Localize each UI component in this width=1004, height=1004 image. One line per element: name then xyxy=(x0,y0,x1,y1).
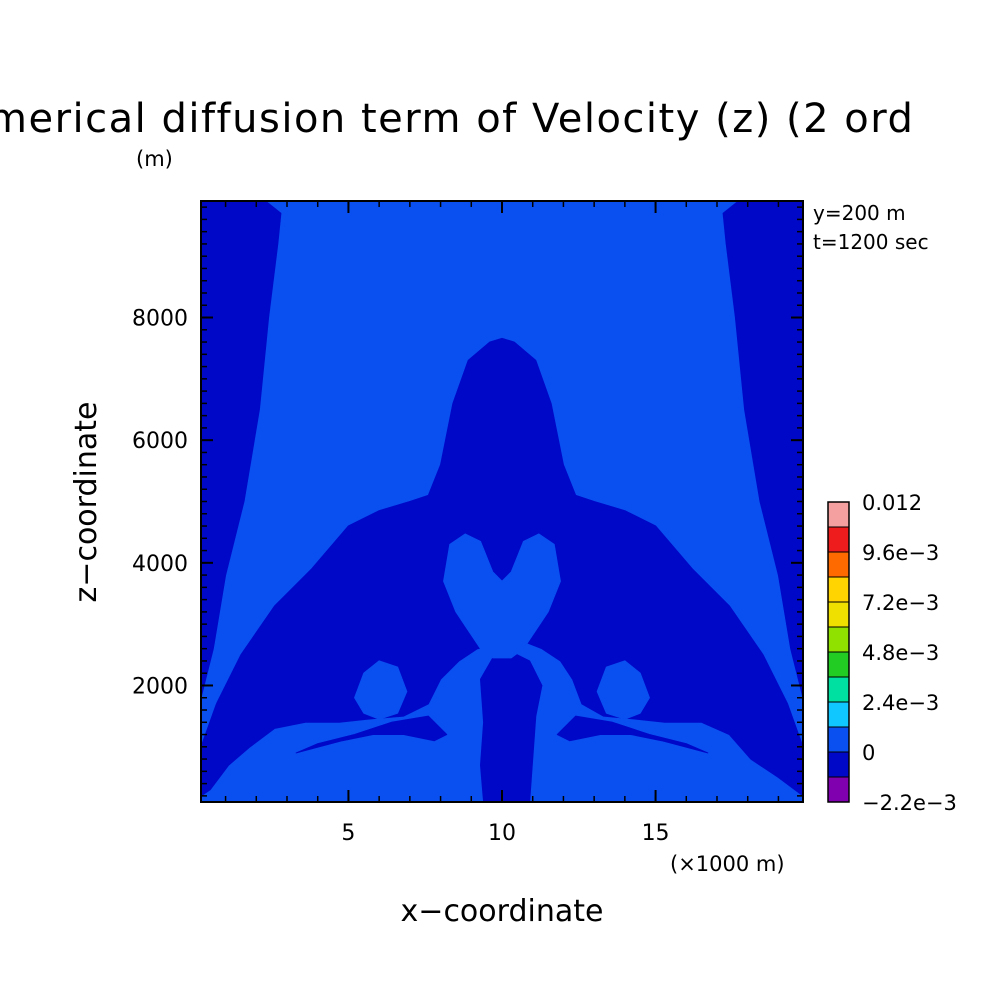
colorbar-label: 9.6e−3 xyxy=(862,541,939,565)
x-axis-unit: (×1000 m) xyxy=(670,852,785,876)
plot-area xyxy=(201,201,803,802)
colorbar-bin xyxy=(827,651,850,678)
negative-regions xyxy=(201,201,803,802)
colorbar-label: 4.8e−3 xyxy=(862,641,939,665)
negative-region-central-plume xyxy=(201,337,803,797)
negative-region-left-wing xyxy=(295,715,448,754)
colorbar: 0.012 9.6e−3 7.2e−3 4.8e−3 2.4e−3 0 −2.2e−3 xyxy=(827,491,957,815)
y-axis-label: z−coordinate xyxy=(69,402,104,603)
colorbar-label: 2.4e−3 xyxy=(862,691,939,715)
colorbar-bin xyxy=(827,726,850,753)
x-tick-label: 15 xyxy=(642,821,670,846)
y-tick-label: 4000 xyxy=(132,552,188,577)
y-tick-label: 2000 xyxy=(132,674,188,699)
zero-regions xyxy=(354,533,650,720)
zero-region-left-blob xyxy=(354,660,408,720)
zero-region-right-blob xyxy=(596,660,650,720)
colorbar-frame xyxy=(827,501,850,803)
y-tick-label: 8000 xyxy=(132,307,188,332)
colorbar-bin xyxy=(827,701,850,728)
colorbar-bin xyxy=(827,751,850,778)
negative-region-lower-trunk xyxy=(480,651,543,802)
annotation-y: y=200 m xyxy=(813,201,906,225)
minor-ticks xyxy=(201,201,803,802)
colorbar-bin xyxy=(827,676,850,703)
colorbar-bin xyxy=(827,626,850,653)
negative-region-left-column xyxy=(201,201,282,699)
colorbar-bin xyxy=(827,576,850,603)
zero-region-x-lobe xyxy=(443,533,561,659)
colorbar-label: 7.2e−3 xyxy=(862,591,939,615)
y-axis-unit: (m) xyxy=(136,147,173,171)
colorbar-bin xyxy=(827,501,850,528)
colorbar-label: 0.012 xyxy=(862,491,922,515)
chart-title: merical diffusion term of Velocity (z) (… xyxy=(0,96,914,142)
negative-region-right-column xyxy=(722,201,803,699)
colorbar-label: −2.2e−3 xyxy=(862,791,957,815)
colorbar-label: 0 xyxy=(862,741,875,765)
annotation-t: t=1200 sec xyxy=(813,230,929,254)
colorbar-bin xyxy=(827,776,850,803)
colorbar-bin xyxy=(827,601,850,628)
colorbar-bin xyxy=(827,526,850,553)
colorbar-bin xyxy=(827,551,850,578)
x-tick-label: 5 xyxy=(341,821,355,846)
x-tick-label: 10 xyxy=(488,821,516,846)
y-tick-label: 6000 xyxy=(132,429,188,454)
x-axis-ticks: 5 10 15 xyxy=(341,201,670,846)
x-axis-label: x−coordinate xyxy=(401,894,604,929)
y-axis-ticks: 2000 4000 6000 8000 xyxy=(132,307,803,699)
negative-region-right-wing xyxy=(556,715,709,754)
